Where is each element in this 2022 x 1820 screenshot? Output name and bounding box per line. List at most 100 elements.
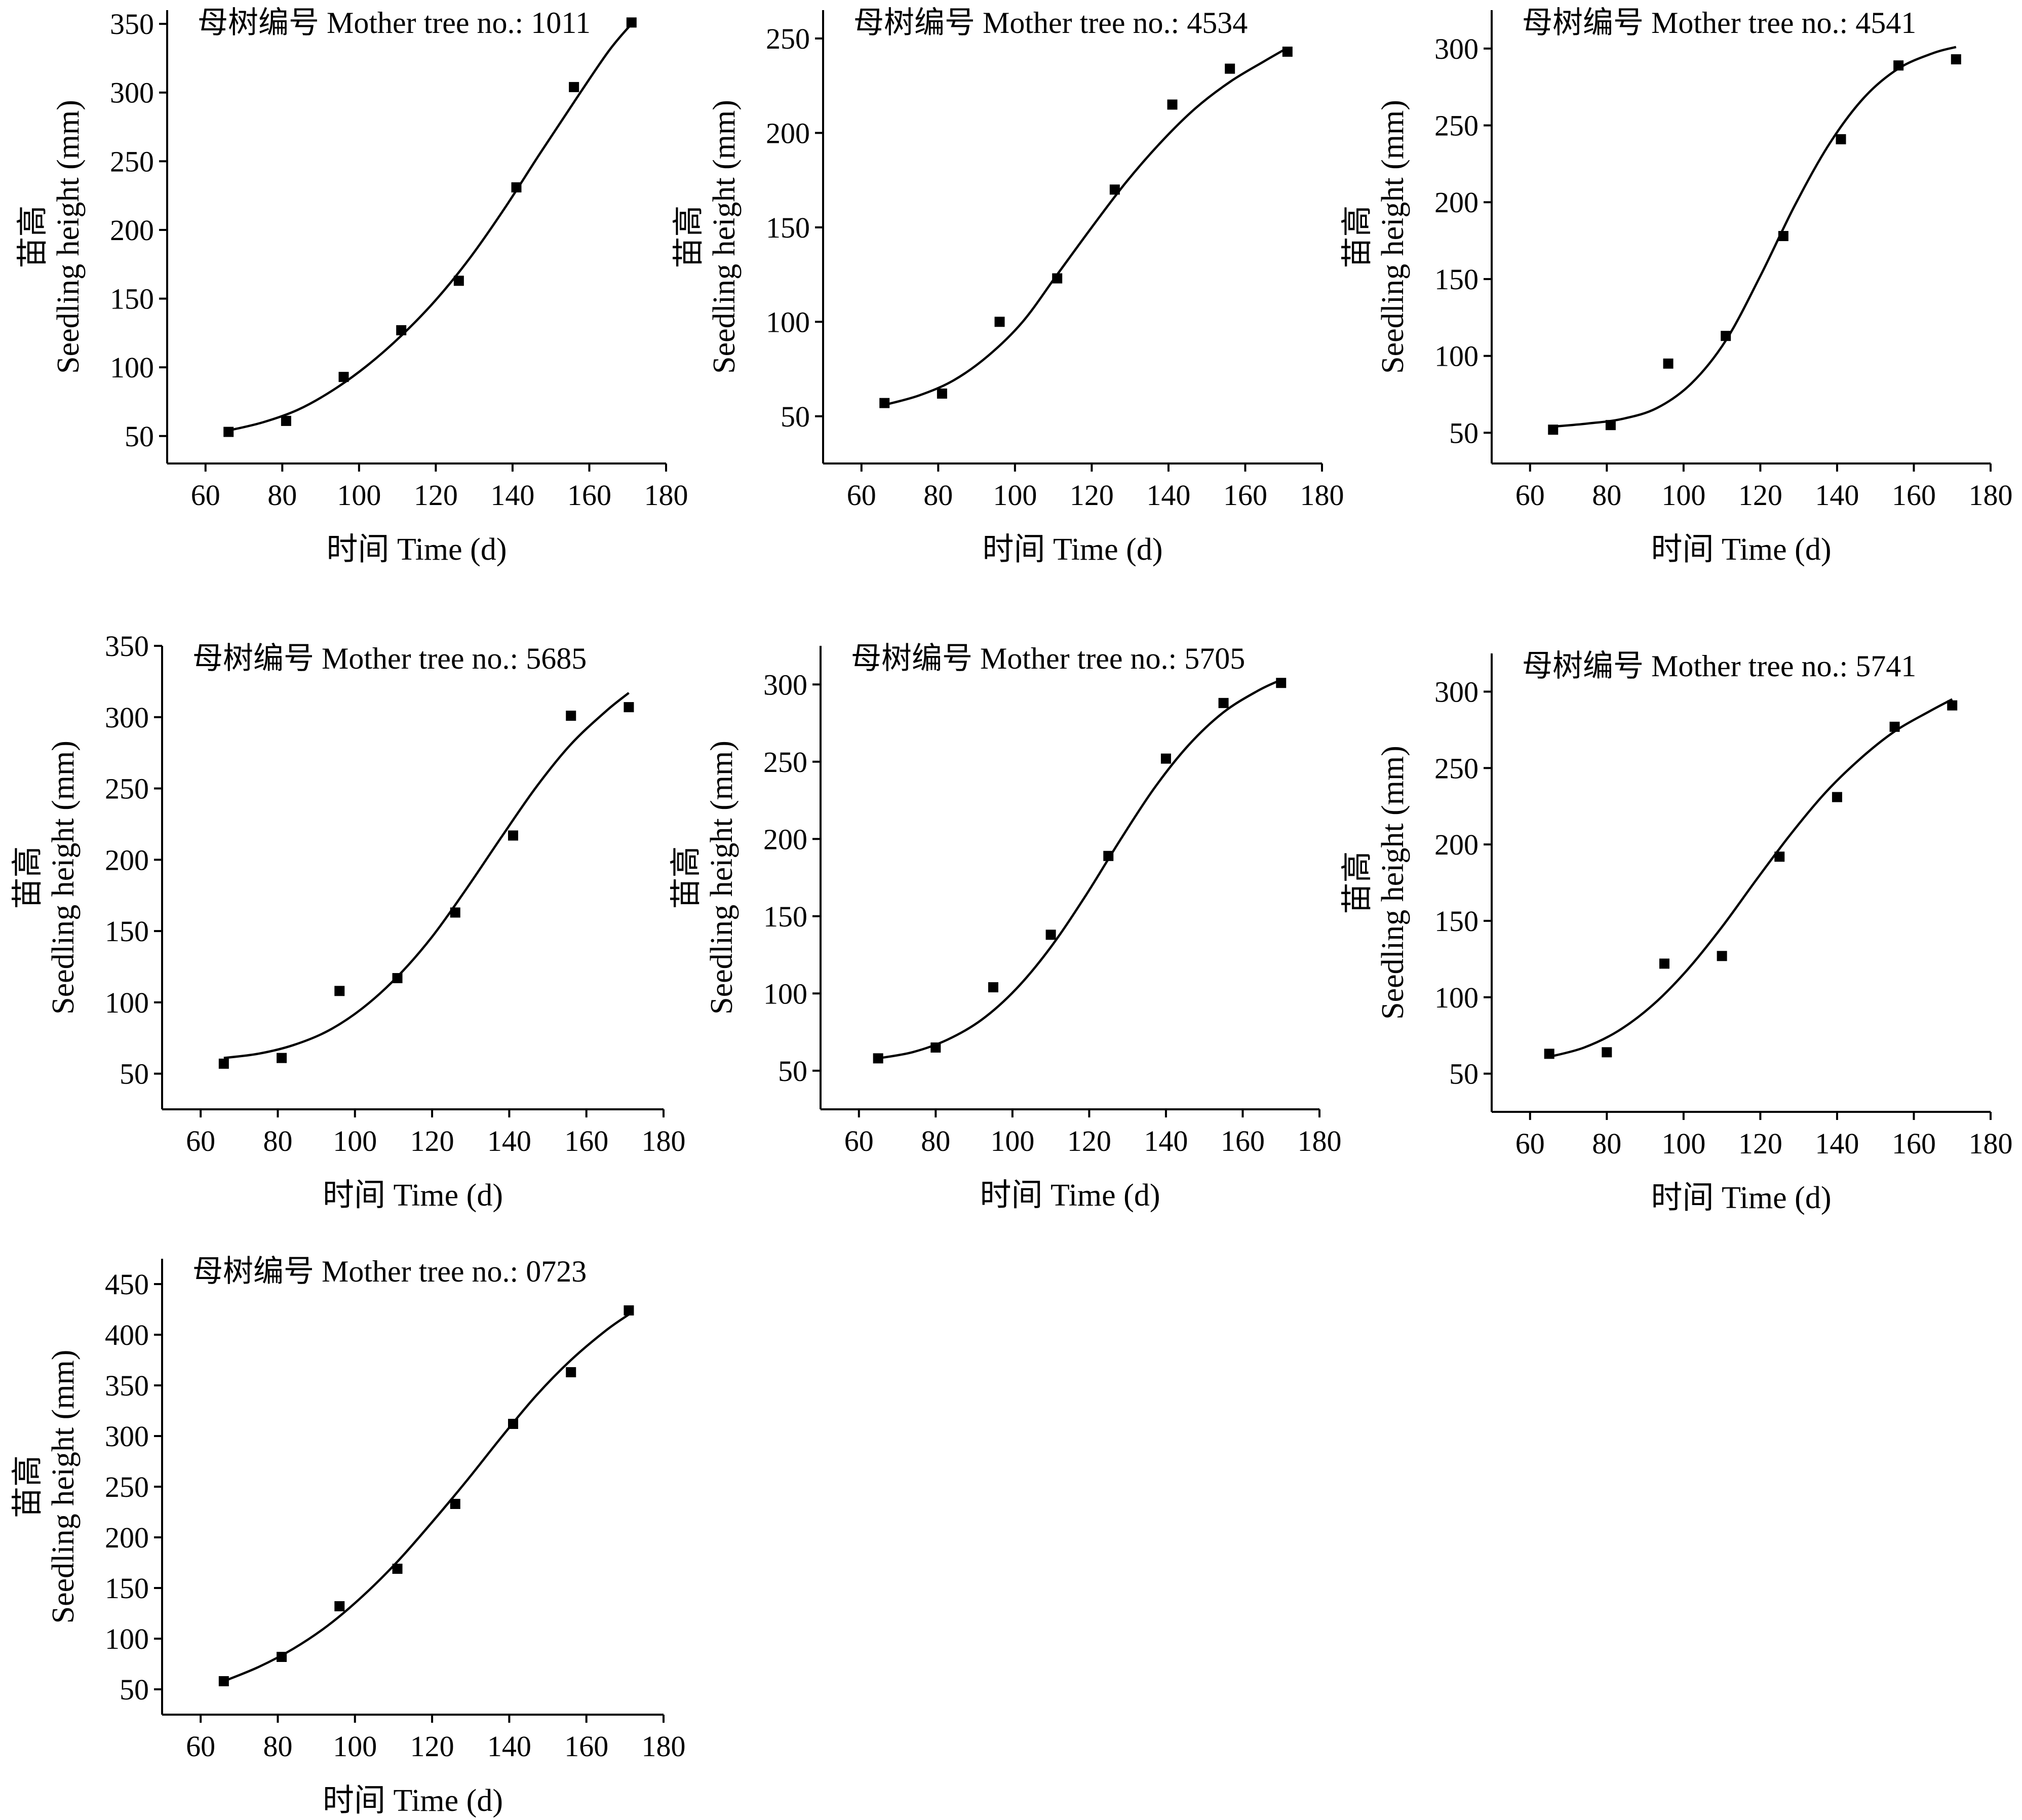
data-point (624, 702, 634, 713)
x-tick-label: 60 (847, 479, 876, 512)
x-tick-label: 60 (844, 1125, 874, 1157)
data-point (1778, 230, 1788, 241)
data-point (1889, 721, 1900, 732)
y-tick-label: 250 (1434, 109, 1479, 142)
x-tick-label: 80 (923, 479, 953, 512)
data-point (873, 1053, 883, 1064)
y-tick-label: 400 (105, 1319, 149, 1351)
y-tick-label: 150 (105, 1572, 149, 1605)
x-tick-label: 160 (1892, 1127, 1936, 1160)
data-point (1951, 54, 1961, 65)
fit-curve (228, 23, 633, 432)
x-tick-label: 120 (1067, 1125, 1111, 1157)
data-point (937, 389, 947, 399)
y-axis-title-cn: 苗高 (1340, 851, 1375, 914)
y-axis-title: Seedling height (mm) (1376, 746, 1410, 1020)
data-point (1836, 134, 1846, 144)
data-point (1832, 792, 1842, 802)
x-tick-label: 180 (1969, 1127, 2013, 1160)
x-tick-label: 100 (333, 1125, 377, 1157)
data-point (879, 398, 890, 408)
data-point (1544, 1049, 1554, 1059)
x-axis-title: 时间 Time (d) (323, 1178, 503, 1213)
y-tick-label: 250 (105, 1470, 149, 1503)
y-axis-title: Seedling height (mm) (46, 1350, 81, 1624)
data-point (1947, 700, 1958, 711)
y-tick-label: 150 (766, 211, 810, 244)
data-point (1276, 678, 1287, 688)
x-tick-label: 180 (1969, 479, 2013, 512)
data-point (392, 1564, 403, 1574)
y-axis-title: Seedling height (mm) (46, 741, 81, 1015)
x-tick-label: 120 (1738, 479, 1782, 512)
data-point (396, 325, 407, 335)
y-tick-label: 200 (766, 117, 810, 149)
y-axis-title: Seedling height (mm) (707, 100, 742, 374)
y-tick-label: 300 (1434, 675, 1479, 708)
data-point (1225, 63, 1235, 74)
chart-panel-5: 60 80 100 120 140 160 180 50 100 150 200 250 300 母树编号… (669, 642, 1342, 1213)
x-tick-label: 160 (1221, 1125, 1265, 1157)
panel-title: 母树编号 Mother tree no.: 5685 (192, 642, 587, 675)
x-tick-label: 80 (263, 1730, 292, 1763)
data-point (1109, 184, 1120, 195)
fit-curve (223, 692, 630, 1059)
x-tick-label: 120 (1070, 479, 1114, 512)
chart-panel-2: 60 80 100 120 140 160 180 50 100 150 200 250 母树编号 Mo… (672, 6, 1344, 567)
y-tick-label: 100 (1434, 340, 1479, 373)
panel-title: 母树编号 Mother tree no.: 5741 (1522, 649, 1916, 683)
fit-curve (878, 679, 1282, 1060)
y-tick-label: 50 (1449, 1058, 1479, 1091)
x-tick-label: 180 (642, 1125, 686, 1157)
y-tick-label: 350 (105, 630, 149, 663)
x-axis-title: 时间 Time (d) (323, 1784, 503, 1818)
x-axis-title: 时间 Time (d) (327, 532, 507, 567)
data-point (1052, 273, 1063, 284)
x-tick-label: 160 (1223, 479, 1267, 512)
x-tick-label: 100 (333, 1730, 377, 1763)
data-point (1160, 753, 1171, 764)
x-tick-label: 140 (1815, 479, 1859, 512)
x-tick-label: 80 (263, 1125, 292, 1157)
x-tick-label: 180 (1300, 479, 1344, 512)
data-point (450, 907, 460, 918)
y-tick-label: 300 (763, 668, 807, 701)
y-axis-title-cn: 苗高 (11, 1455, 45, 1518)
y-tick-label: 250 (110, 145, 154, 178)
data-point (511, 182, 522, 192)
data-point (994, 317, 1005, 327)
x-axis-title: 时间 Time (d) (980, 1178, 1160, 1213)
data-point (1663, 358, 1674, 369)
y-tick-label: 150 (105, 915, 149, 948)
data-point (566, 1367, 576, 1377)
y-tick-label: 300 (1434, 32, 1479, 65)
chart-panel-3: 60 80 100 120 140 160 180 50 100 150 200 250 300 母树编号… (1340, 6, 2013, 567)
x-axis-title: 时间 Time (d) (983, 532, 1163, 567)
x-tick-label: 160 (1892, 479, 1936, 512)
data-point (281, 415, 291, 426)
x-tick-label: 80 (1592, 479, 1621, 512)
x-tick-label: 60 (186, 1125, 215, 1157)
y-axis-title: Seedling height (mm) (51, 100, 86, 374)
y-tick-label: 200 (110, 214, 154, 247)
x-tick-label: 120 (414, 479, 458, 512)
x-tick-label: 100 (337, 479, 381, 512)
chart-panel-6: 60 80 100 120 140 160 180 50 100 150 200 250 300 母树编号… (1340, 649, 2013, 1215)
data-point (1548, 424, 1559, 435)
x-tick-label: 120 (410, 1730, 454, 1763)
y-axis-title-cn: 苗高 (1340, 205, 1375, 268)
y-tick-label: 250 (1434, 752, 1479, 785)
data-point (1774, 851, 1785, 862)
x-tick-label: 140 (487, 1125, 531, 1157)
x-tick-label: 100 (1661, 1127, 1705, 1160)
x-tick-label: 60 (186, 1730, 215, 1763)
data-point (569, 82, 579, 92)
y-axis-title-cn: 苗高 (672, 205, 706, 268)
y-tick-label: 150 (1434, 905, 1479, 938)
data-point (334, 1601, 345, 1611)
y-tick-label: 200 (105, 1521, 149, 1554)
data-point (218, 1058, 229, 1069)
panel-title: 母树编号 Mother tree no.: 4541 (1522, 6, 1916, 40)
y-tick-label: 250 (763, 746, 807, 779)
